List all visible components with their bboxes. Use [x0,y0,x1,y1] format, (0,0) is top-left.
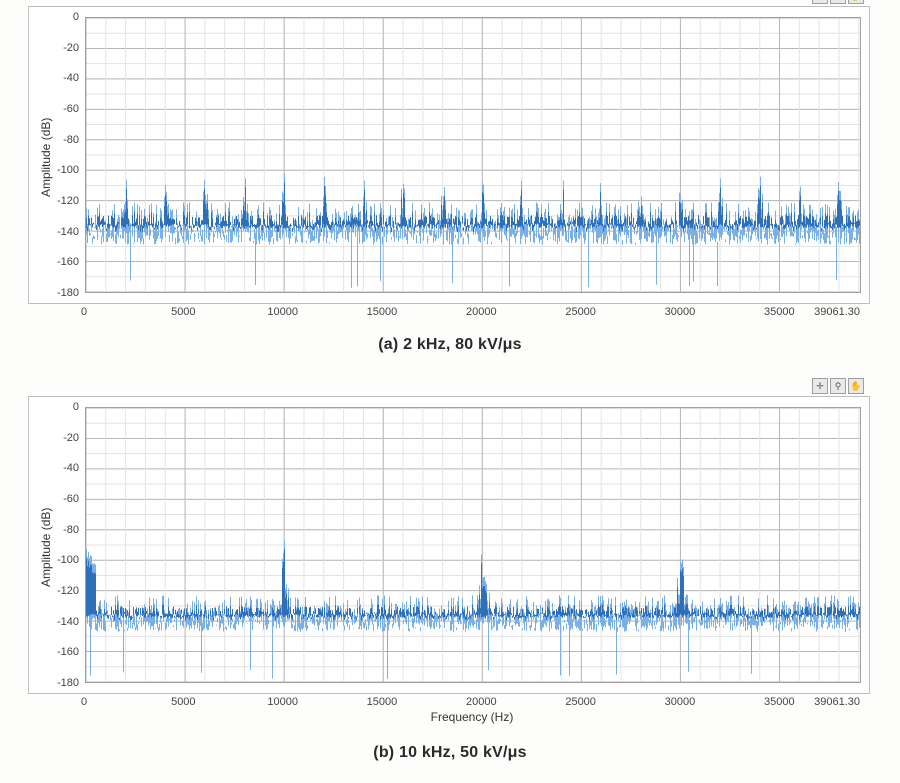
cross-icon[interactable]: ✛ [812,0,828,4]
caption-b: (b) 10 kHz, 50 kV/μs [0,744,900,762]
hand-icon[interactable]: ✋ [848,378,864,394]
panel-a: ✛ ⚲ ✋ Amplitude (dB) 0 -20 -40 -60 -80 -… [28,6,870,304]
caption-a: (a) 2 kHz, 80 kV/μs [0,336,900,354]
cross-icon[interactable]: ✛ [812,378,828,394]
x-ticks-b: 0 5000 10000 15000 20000 25000 30000 350… [84,696,860,710]
graph-palette-a: ✛ ⚲ ✋ [812,0,864,4]
chart-frame-b: Amplitude (dB) 0 -20 -40 -60 -80 -100 -1… [28,396,870,694]
plot-area-a[interactable] [85,17,861,293]
x-ticks-a: 0 5000 10000 15000 20000 25000 30000 350… [84,306,860,320]
chart-frame-a: Amplitude (dB) 0 -20 -40 -60 -80 -100 -1… [28,6,870,304]
hand-icon[interactable]: ✋ [848,0,864,4]
y-ticks-a: 0 -20 -40 -60 -80 -100 -120 -140 -160 -1… [29,17,79,293]
zoom-icon[interactable]: ⚲ [830,378,846,394]
plot-area-b[interactable] [85,407,861,683]
panel-b: ✛ ⚲ ✋ Amplitude (dB) 0 -20 -40 -60 -80 -… [28,396,870,694]
zoom-icon[interactable]: ⚲ [830,0,846,4]
graph-palette-b: ✛ ⚲ ✋ [812,378,864,394]
x-axis-label-b: Frequency (Hz) [84,710,860,724]
page: ✛ ⚲ ✋ Amplitude (dB) 0 -20 -40 -60 -80 -… [0,0,900,783]
y-ticks-b: 0 -20 -40 -60 -80 -100 -120 -140 -160 -1… [29,407,79,683]
